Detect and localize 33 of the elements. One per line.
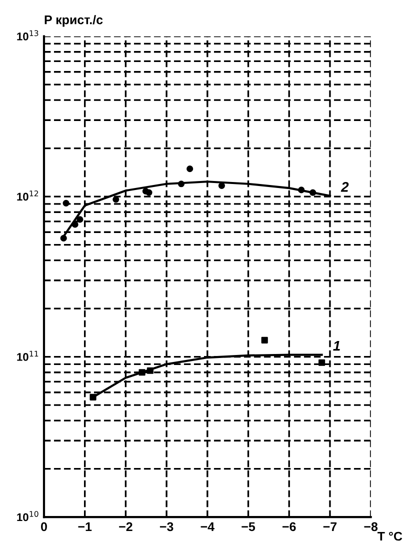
y-tick-label: 10$^{13}$ bbox=[17, 30, 38, 40]
point bbox=[146, 367, 154, 374]
point bbox=[90, 394, 96, 400]
point bbox=[178, 180, 185, 188]
point bbox=[112, 196, 120, 203]
x-tick-label: −8 bbox=[364, 522, 378, 532]
point bbox=[62, 200, 70, 206]
point bbox=[186, 166, 194, 172]
point bbox=[138, 369, 146, 376]
x-axis-title: T °C bbox=[377, 532, 402, 541]
series-label: 1 bbox=[333, 341, 340, 351]
x-tick-label: −6 bbox=[282, 522, 296, 532]
point bbox=[60, 234, 67, 242]
x-tick-label: −2 bbox=[119, 522, 132, 531]
y-tick-label: 10$^{10}$ bbox=[17, 510, 38, 522]
y-tick-label: 10$^{12}$ bbox=[17, 190, 38, 201]
x-tick-label: −1 bbox=[78, 522, 92, 531]
point bbox=[261, 336, 268, 344]
x-tick-label: −4 bbox=[200, 522, 214, 531]
point bbox=[318, 359, 326, 366]
y-axis-title: P крист./с bbox=[44, 15, 103, 27]
x-tick-label: 0 bbox=[41, 522, 47, 532]
point bbox=[72, 221, 78, 228]
point bbox=[310, 189, 316, 196]
point bbox=[218, 182, 225, 189]
series-label: 2 bbox=[340, 182, 349, 192]
x-tick-label: −5 bbox=[242, 522, 256, 532]
point bbox=[76, 216, 84, 223]
x-tick-label: −7 bbox=[323, 522, 337, 531]
point bbox=[298, 186, 305, 194]
y-tick-label: 10$^{11}$ bbox=[17, 350, 38, 361]
point bbox=[146, 189, 152, 196]
x-tick-label: −3 bbox=[160, 522, 174, 532]
